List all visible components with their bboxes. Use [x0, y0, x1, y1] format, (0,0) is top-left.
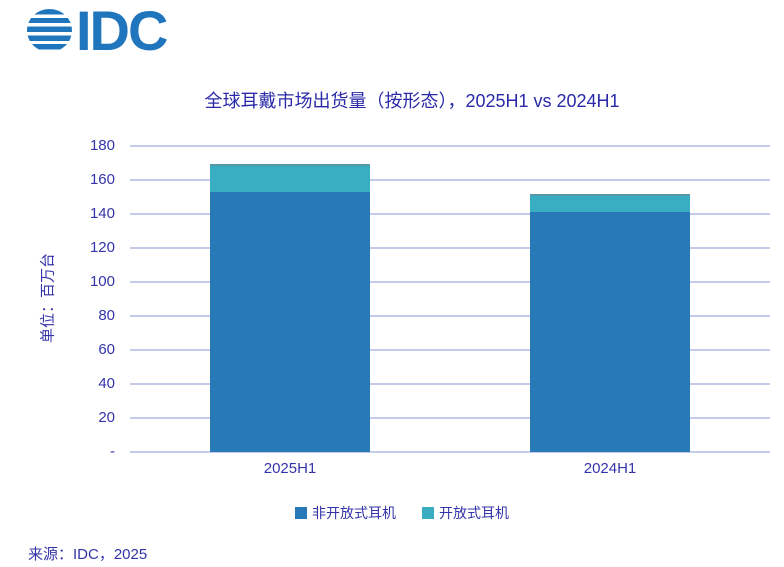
idc-logo: IDC [27, 0, 168, 62]
gridline [130, 451, 770, 453]
y-tick-label: 100 [89, 273, 115, 290]
legend-label: 非开放式耳机 [312, 505, 396, 521]
y-tick-label: 80 [98, 307, 115, 324]
plot-area: 180 160 140 120 100 80 60 40 20 - 2025H1 2024H1 [90, 137, 770, 477]
y-tick-label: 140 [89, 205, 115, 222]
y-tick-label: 180 [89, 137, 115, 154]
y-tick-label: 40 [98, 375, 115, 392]
y-tick-label: 160 [89, 171, 115, 188]
bar-segment-开放式耳机 [530, 194, 690, 212]
idc-logo-text: IDC [76, 0, 168, 62]
legend-item-非开放式耳机: 非开放式耳机 [295, 503, 396, 523]
legend-item-开放式耳机: 开放式耳机 [422, 503, 509, 523]
gridline [130, 179, 770, 181]
legend-label: 开放式耳机 [439, 505, 509, 521]
x-tick-label-2025H1: 2025H1 [263, 460, 317, 477]
x-tick-label-2024H1: 2024H1 [583, 460, 637, 477]
y-tick-label: 20 [98, 409, 115, 426]
y-tick-label: - [110, 443, 115, 460]
gridline [130, 315, 770, 317]
legend-swatch-icon [295, 507, 307, 519]
legend-swatch-icon [422, 507, 434, 519]
gridline [130, 145, 770, 147]
bar-2025H1 [210, 146, 370, 452]
legend: 非开放式耳机 开放式耳机 [10, 503, 784, 523]
gridline [130, 349, 770, 351]
source-note: 来源：IDC，2025 [28, 546, 148, 563]
gridline [130, 281, 770, 283]
gridline [130, 383, 770, 385]
y-tick-label: 120 [89, 239, 115, 256]
y-tick-label: 60 [98, 341, 115, 358]
gridline [130, 213, 770, 215]
gridline [130, 417, 770, 419]
bar-segment-非开放式耳机 [210, 192, 370, 452]
bar-segment-非开放式耳机 [530, 212, 690, 452]
bar-2024H1 [530, 146, 690, 452]
y-axis-title: 单位：百万台 [39, 252, 57, 344]
bar-segment-开放式耳机 [210, 164, 370, 192]
gridline [130, 247, 770, 249]
chart-title: 全球耳戴市场出货量（按形态），2025H1 vs 2024H1 [204, 91, 620, 111]
idc-globe-icon [27, 9, 72, 52]
